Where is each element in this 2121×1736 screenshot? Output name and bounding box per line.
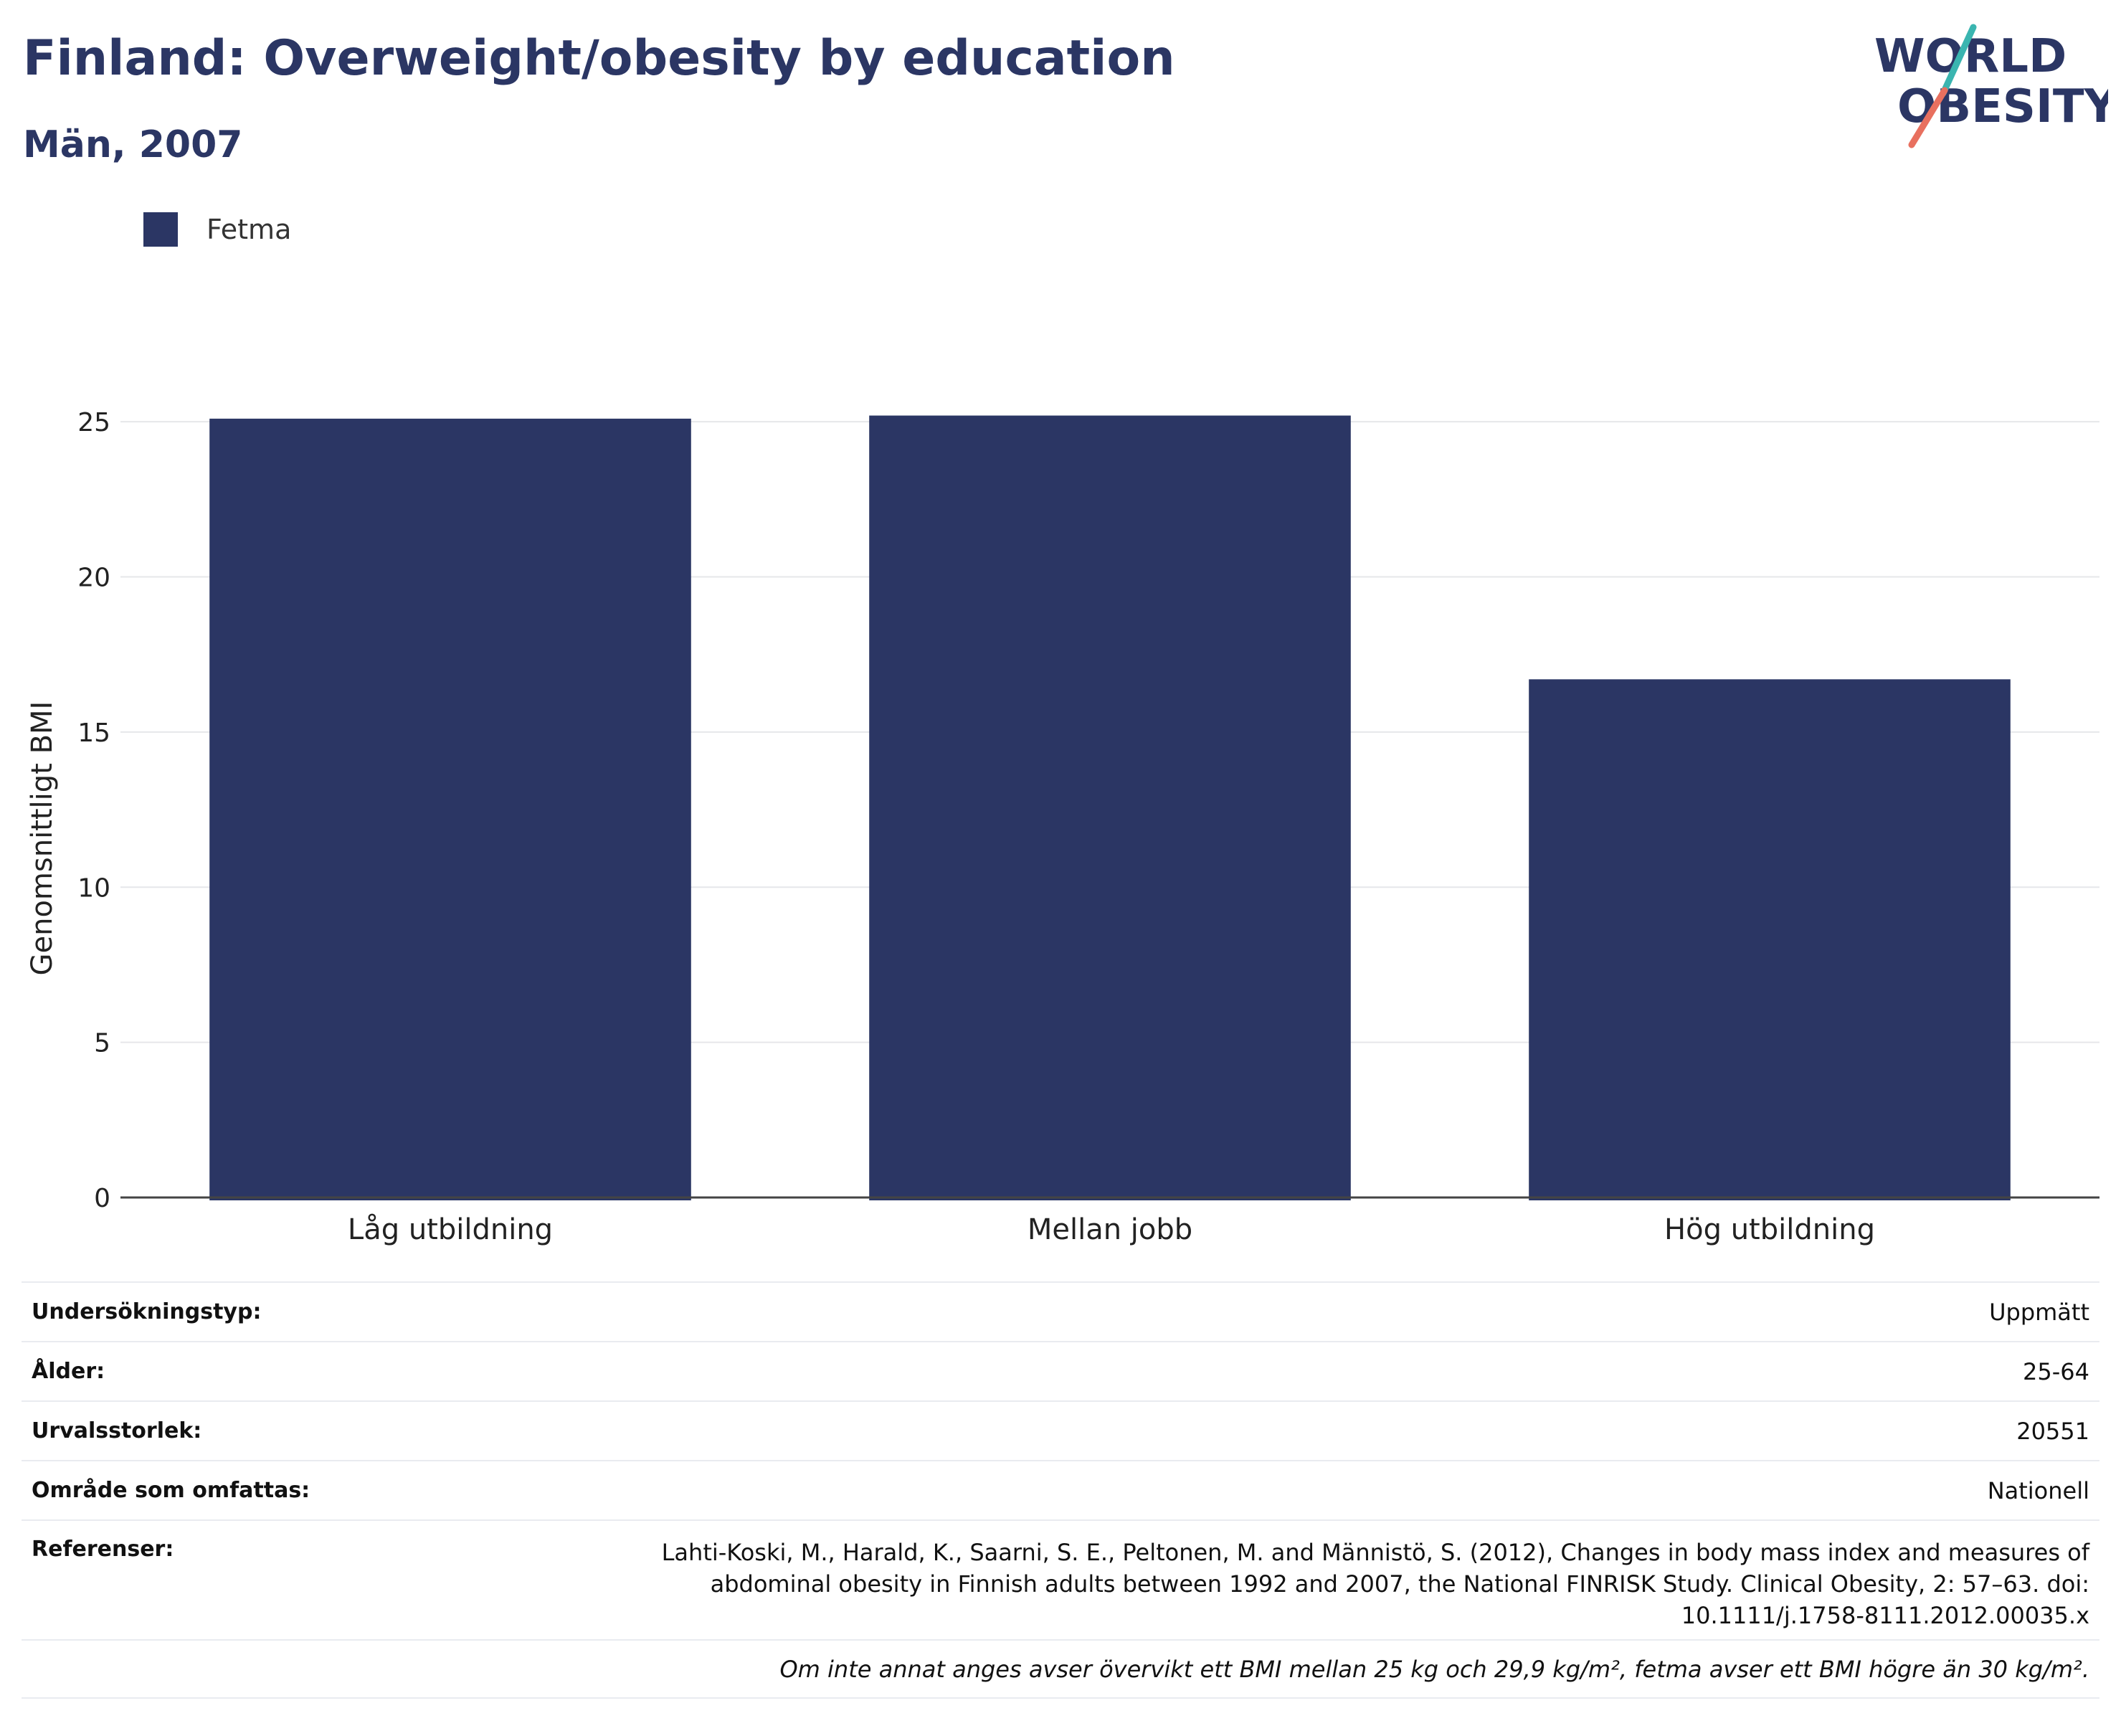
bar-3 xyxy=(1529,679,2011,1200)
x-tick-label: Hög utbildning xyxy=(1664,1213,1875,1246)
legend-swatch-fetma xyxy=(143,212,178,247)
info-key: Urvalsstorlek: xyxy=(32,1418,202,1443)
world-obesity-logo: WORLD OBESITY xyxy=(1874,24,2108,148)
y-axis-label: Genomsnittligt BMI xyxy=(26,701,59,976)
chart-subtitle: Män, 2007 xyxy=(23,123,243,166)
info-value: Nationell xyxy=(1987,1476,2089,1504)
logo-slash-top xyxy=(1940,24,1977,97)
y-tick-label: 5 xyxy=(94,1029,110,1058)
logo-word-obesity: OBESITY xyxy=(1897,80,2108,133)
info-row-references: Referenser: Lahti-Koski, M., Harald, K.,… xyxy=(22,1519,2099,1639)
chart-title: Finland: Overweight/obesity by education xyxy=(23,30,1175,87)
footnote-row: Om inte annat anges avser övervikt ett B… xyxy=(22,1639,2099,1699)
info-row-age: Ålder: 25-64 xyxy=(22,1341,2099,1400)
y-tick-label: 10 xyxy=(77,873,110,903)
references-text: Lahti-Koski, M., Harald, K., Saarni, S. … xyxy=(661,1539,2089,1629)
legend-label-fetma: Fetma xyxy=(207,214,292,245)
info-row-coverage: Område som omfattas: Nationell xyxy=(22,1460,2099,1519)
info-key: Område som omfattas: xyxy=(32,1478,310,1503)
legend: Fetma xyxy=(143,212,291,247)
y-tick-labels: 0 5 10 15 20 25 xyxy=(77,408,110,1213)
bar-1 xyxy=(209,418,691,1201)
info-row-sample-size: Urvalsstorlek: 20551 xyxy=(22,1400,2099,1460)
x-tick-label: Låg utbildning xyxy=(348,1213,553,1246)
info-key: Referenser: xyxy=(32,1537,174,1562)
y-tick-label: 15 xyxy=(77,718,110,748)
bar-chart: 0 5 10 15 20 25 Låg utbildning Mellan jobb Hög … xyxy=(26,408,2099,1246)
y-tick-label: 0 xyxy=(94,1184,110,1213)
info-value: Uppmätt xyxy=(1989,1298,2089,1326)
info-key: Undersökningstyp: xyxy=(32,1299,262,1324)
x-tick-label: Mellan jobb xyxy=(1028,1213,1192,1246)
info-row-survey-type: Undersökningstyp: Uppmätt xyxy=(22,1281,2099,1341)
bar-2 xyxy=(869,415,1351,1200)
info-value: 20551 xyxy=(2016,1417,2089,1445)
footnote: Om inte annat anges avser övervikt ett B… xyxy=(779,1655,2089,1683)
y-tick-label: 25 xyxy=(77,408,110,437)
info-table: Undersökningstyp: Uppmätt Ålder: 25-64 U… xyxy=(22,1281,2099,1699)
y-tick-label: 20 xyxy=(77,564,110,593)
logo-slash-bottom xyxy=(1908,87,1948,148)
x-tick-labels: Låg utbildning Mellan jobb Hög utbildning xyxy=(348,1213,1875,1246)
bars xyxy=(209,415,2011,1201)
info-value: 25-64 xyxy=(2023,1357,2089,1385)
info-key: Ålder: xyxy=(32,1359,105,1384)
